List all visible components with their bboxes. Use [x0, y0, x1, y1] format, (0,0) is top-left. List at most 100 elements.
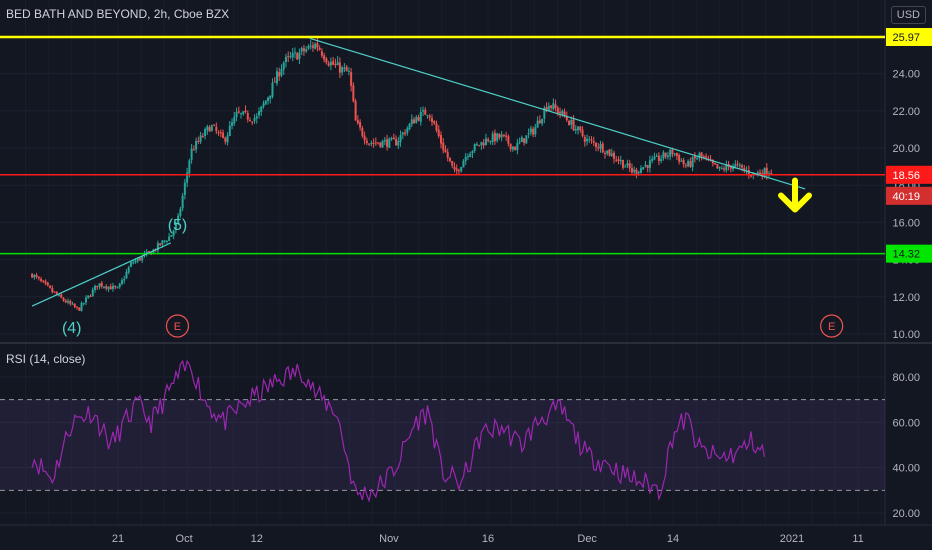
candle-body — [439, 135, 442, 144]
candle-body — [40, 278, 43, 281]
candle-body — [116, 287, 119, 289]
candle-body — [46, 282, 49, 286]
candle-body — [64, 300, 67, 303]
candle-body — [565, 116, 568, 121]
candle-body — [484, 138, 487, 146]
candle-body — [197, 141, 200, 143]
candle-body — [572, 119, 575, 131]
candle-body — [253, 118, 256, 121]
candle-body — [453, 166, 456, 170]
candle-body — [356, 120, 359, 124]
candle-body — [217, 131, 220, 133]
candle-body — [85, 297, 88, 303]
candle-body — [71, 303, 74, 305]
candle-body — [606, 150, 609, 154]
candle-body — [545, 107, 548, 110]
candle-body — [379, 142, 382, 147]
candle-body — [329, 62, 332, 66]
candle-body — [673, 153, 676, 155]
candle-body — [334, 64, 337, 66]
candle-body — [635, 169, 638, 174]
candle-body — [170, 234, 173, 237]
time-tick-label: 16 — [482, 533, 494, 545]
candle-body — [536, 120, 539, 128]
candle-body — [743, 167, 746, 171]
candle-body — [87, 295, 90, 299]
candle-body — [646, 165, 649, 169]
wave-label: (4) — [62, 320, 82, 337]
time-tick-label: 2021 — [780, 533, 804, 545]
candle-body — [691, 157, 694, 168]
candle-body — [628, 163, 631, 169]
candle-body — [249, 119, 252, 121]
candle-body — [561, 110, 564, 115]
candle-body — [129, 262, 132, 267]
rsi-tick-label: 60.00 — [892, 417, 920, 429]
candle-body — [581, 129, 584, 137]
candle-body — [473, 144, 476, 151]
candle-body — [213, 124, 216, 126]
candle-body — [201, 136, 204, 138]
candle-body — [729, 165, 732, 169]
trendlines — [31, 37, 806, 307]
candle-body — [177, 215, 180, 224]
candle-body — [199, 135, 202, 142]
candle-body — [152, 249, 155, 255]
candle-body — [624, 166, 627, 168]
candle-body — [237, 111, 240, 113]
candle-body — [159, 243, 162, 246]
candle-body — [181, 195, 184, 209]
candle-body — [388, 138, 391, 148]
candle-body — [120, 280, 123, 285]
candle-body — [502, 134, 505, 136]
candle-body — [31, 273, 34, 278]
candle-body — [204, 129, 207, 136]
candle-body — [352, 85, 355, 102]
candle-body — [552, 103, 555, 110]
candle-body — [336, 62, 339, 66]
currency-button[interactable]: USD — [890, 6, 926, 24]
candle-body — [399, 135, 402, 142]
candle-body — [642, 167, 645, 170]
candle-body — [680, 160, 683, 162]
candle-body — [550, 105, 553, 108]
rsi-line — [31, 359, 766, 503]
candle-body — [460, 167, 463, 172]
candle-body — [94, 285, 97, 290]
countdown-badge — [886, 186, 932, 205]
candle-body — [307, 45, 310, 49]
candle-body — [554, 104, 557, 109]
candle-body — [630, 167, 633, 173]
candle-body — [179, 208, 182, 216]
candle-body — [765, 167, 768, 176]
candle-body — [410, 119, 413, 125]
price-tick-label: 22.00 — [892, 106, 920, 118]
candle-body — [240, 113, 243, 115]
candle-body — [397, 141, 400, 146]
time-tick-label: Dec — [577, 533, 597, 545]
candle-body — [298, 52, 301, 59]
candle-body — [305, 49, 308, 52]
candle-body — [653, 156, 656, 160]
candle-body — [451, 160, 454, 166]
candle-body — [678, 155, 681, 162]
candle-body — [475, 144, 478, 146]
candle-body — [401, 132, 404, 135]
candle-body — [509, 143, 512, 150]
candle-body — [127, 267, 130, 273]
candle-body — [621, 159, 624, 168]
candle-body — [345, 66, 348, 72]
candle-body — [529, 128, 532, 133]
candle-body — [482, 142, 485, 146]
candle-body — [599, 144, 602, 149]
candle-body — [141, 256, 144, 261]
candle-body — [118, 283, 121, 288]
candle-body — [383, 140, 386, 142]
candle-body — [242, 111, 245, 115]
candle-body — [588, 139, 591, 141]
candle-body — [424, 109, 427, 115]
candle-body — [617, 159, 620, 161]
candle-body — [302, 48, 305, 52]
wave-label: (5) — [168, 217, 188, 234]
rsi-title[interactable]: RSI (14, close) — [6, 352, 86, 366]
